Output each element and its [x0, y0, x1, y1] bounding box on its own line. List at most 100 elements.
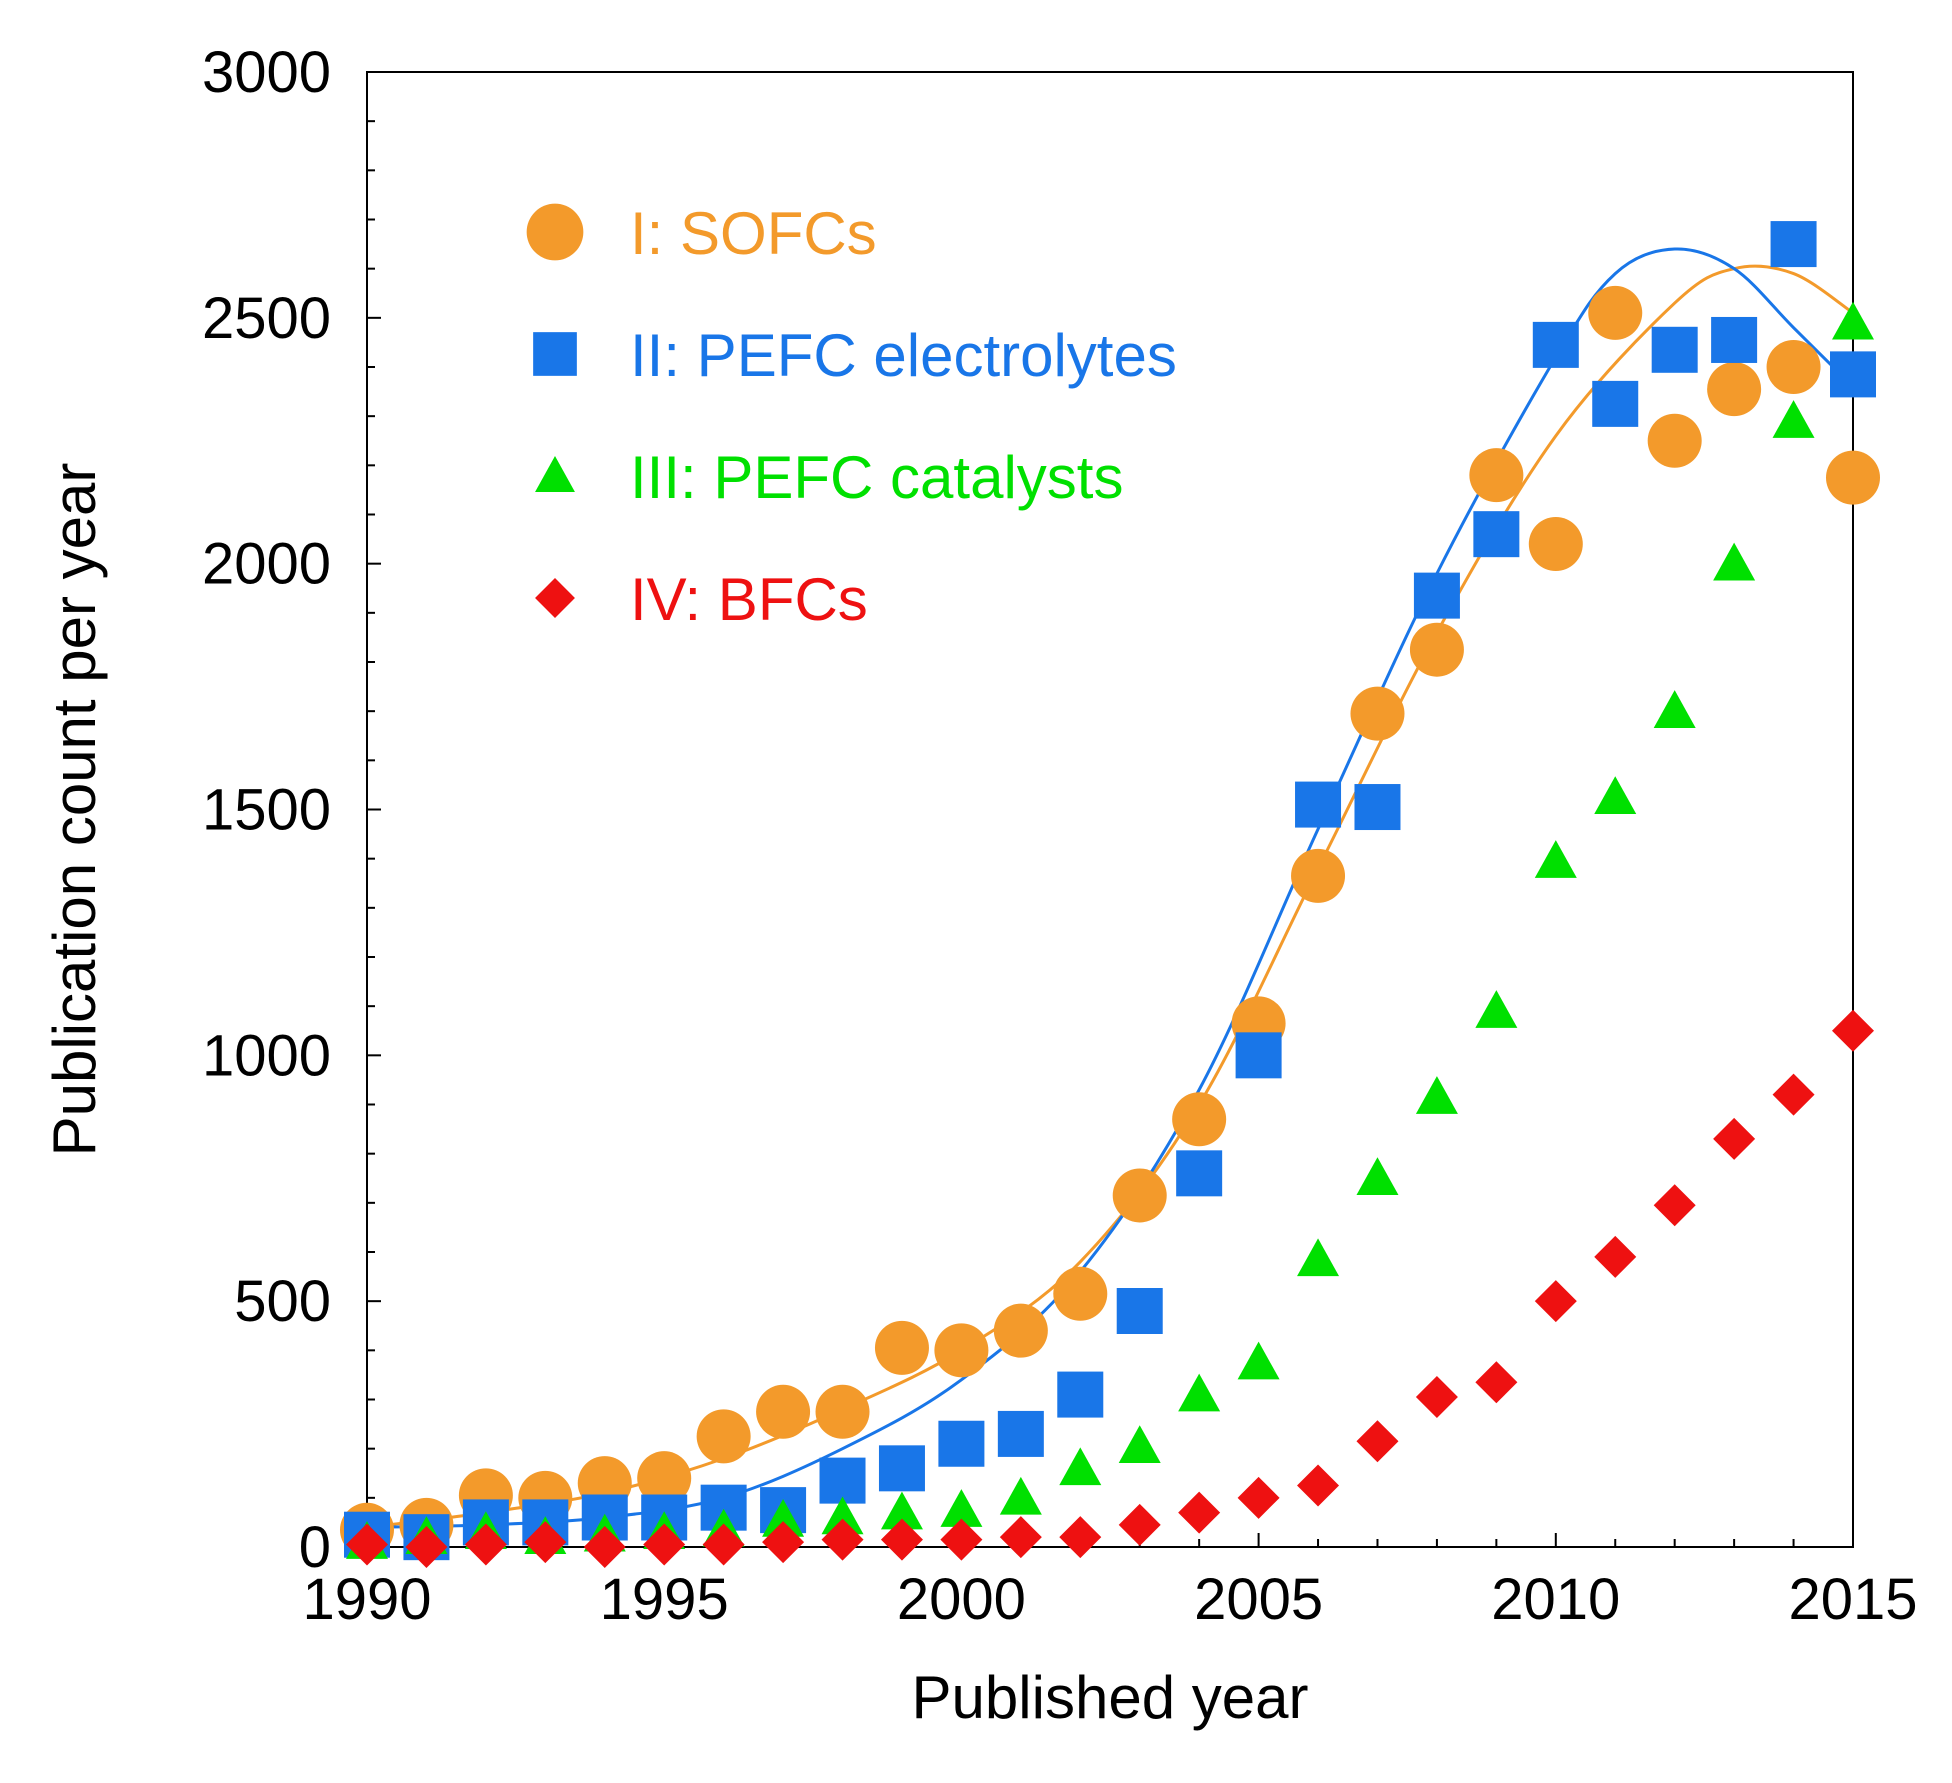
- bfcs-point: [762, 1521, 805, 1564]
- bfcs-point: [1713, 1117, 1756, 1160]
- bfcs-point: [1653, 1184, 1696, 1227]
- pefc-catalysts-point: [762, 1498, 805, 1537]
- bfcs-point: [1594, 1235, 1637, 1278]
- legend-marker: [535, 578, 575, 618]
- pefc-electrolytes-point: [1770, 221, 1817, 268]
- legend: I: SOFCs II: PEFC electrolytes III: PEFC c…: [526, 200, 1177, 633]
- x-tick-label: 2015: [1788, 1567, 1917, 1632]
- legend-item: IV: BFCs: [535, 566, 868, 633]
- y-tick-label: 0: [299, 1515, 331, 1580]
- pefc-catalysts-point: [1415, 1076, 1458, 1114]
- pefc-electrolytes-fit-line: [366, 247, 1855, 1529]
- sofcs-point: [1053, 1266, 1108, 1321]
- legend-marker: [533, 332, 577, 376]
- pefc-electrolytes-point: [1057, 1371, 1104, 1418]
- bfcs-point: [405, 1526, 448, 1568]
- sofcs-point: [1588, 285, 1643, 340]
- y-tick-label: 2500: [202, 286, 331, 351]
- bfcs-point: [880, 1518, 923, 1561]
- pefc-catalysts-point: [1713, 542, 1756, 581]
- sofcs-point: [934, 1323, 989, 1378]
- pefc-catalysts-point: [1594, 776, 1637, 815]
- bfcs-point: [1178, 1491, 1221, 1534]
- bfcs-point: [1534, 1280, 1577, 1323]
- sofcs-point: [1826, 450, 1880, 505]
- legend-marker: [535, 456, 575, 492]
- pefc-catalysts-point: [1297, 1238, 1340, 1277]
- bfcs-point: [643, 1523, 686, 1566]
- pefc-catalysts-point: [999, 1476, 1042, 1515]
- pefc-catalysts-point: [1475, 990, 1518, 1028]
- legend-item: II: PEFC electrolytes: [533, 322, 1177, 389]
- legend-label: IV: BFCs: [630, 566, 868, 633]
- bfcs-point: [702, 1523, 745, 1566]
- x-tick-label: 2000: [897, 1567, 1026, 1632]
- x-tick-label: 2010: [1491, 1567, 1620, 1632]
- pefc-electrolytes-point: [1116, 1288, 1163, 1334]
- pefc-electrolytes-point: [819, 1457, 866, 1504]
- bfcs-point: [524, 1521, 567, 1564]
- pefc-catalysts-point: [1237, 1341, 1280, 1380]
- bfcs-point: [821, 1518, 864, 1561]
- sofcs-point: [1528, 517, 1583, 571]
- pefc-electrolytes-point: [1532, 321, 1579, 368]
- bfcs-point: [346, 1523, 388, 1566]
- sofcs-point: [874, 1320, 929, 1375]
- pefc-electrolytes-point: [1413, 572, 1460, 619]
- sofcs-point: [1766, 340, 1821, 394]
- pefc-catalysts-point: [1118, 1425, 1161, 1464]
- pefc-electrolytes-point: [1592, 380, 1639, 427]
- x-tick-label: 1990: [302, 1567, 431, 1632]
- bfcs-point: [583, 1526, 626, 1568]
- bfcs-point: [1832, 1009, 1874, 1052]
- axis-tick-labels: 0 500 1000 1500 2000 2500 3000 1990 1995 2000 2005…: [202, 40, 1918, 1632]
- y-tick-label: 500: [234, 1269, 331, 1334]
- bfcs-point: [1772, 1073, 1815, 1116]
- sofcs-point: [1291, 848, 1346, 903]
- bfcs-point: [464, 1523, 507, 1566]
- legend-label: III: PEFC catalysts: [630, 444, 1123, 511]
- sofcs-point: [1647, 413, 1702, 468]
- legend-item: I: SOFCs: [526, 200, 877, 267]
- pefc-electrolytes-point: [1354, 784, 1401, 831]
- x-tick-label: 1995: [600, 1567, 729, 1632]
- bfcs-point: [999, 1516, 1042, 1559]
- pefc-electrolytes-point: [1651, 326, 1698, 373]
- pefc-catalysts-point: [1059, 1447, 1102, 1486]
- x-tick-label: 2005: [1194, 1567, 1323, 1632]
- pefc-electrolytes-point: [1473, 511, 1520, 558]
- pefc-catalysts-point: [1356, 1157, 1399, 1196]
- pefc-catalysts-point: [940, 1489, 983, 1527]
- pefc-electrolytes-point: [1176, 1150, 1223, 1197]
- bfcs-point: [1356, 1420, 1399, 1463]
- pefc-catalysts-point: [1832, 301, 1874, 340]
- pefc-electrolytes-point: [997, 1410, 1044, 1457]
- sofcs-point: [1707, 362, 1762, 417]
- sofcs-point: [815, 1384, 870, 1439]
- pefc-catalysts-point: [821, 1496, 864, 1535]
- sofcs-point: [756, 1384, 811, 1439]
- pefc-electrolytes-point: [1295, 781, 1342, 828]
- x-axis-title: Published year: [912, 1664, 1309, 1731]
- pefc-electrolytes-point: [1235, 1032, 1282, 1079]
- y-tick-label: 3000: [202, 40, 331, 105]
- sofcs-point: [1112, 1168, 1167, 1223]
- pefc-catalysts-point: [1534, 840, 1577, 878]
- pefc-electrolytes-point: [878, 1445, 925, 1492]
- sofcs-point: [1409, 622, 1464, 677]
- sofcs-point: [696, 1409, 751, 1464]
- pefc-electrolytes-point: [938, 1420, 985, 1467]
- sofcs-point: [1469, 448, 1524, 503]
- bfcs-point: [1297, 1464, 1340, 1507]
- data-points: [340, 221, 1880, 1568]
- bfcs-point: [940, 1518, 983, 1561]
- legend-label: I: SOFCs: [630, 200, 877, 267]
- bfcs-point: [1059, 1516, 1102, 1559]
- sofcs-point: [993, 1303, 1048, 1358]
- bfcs-point: [1415, 1376, 1458, 1419]
- pefc-catalysts-point: [1772, 400, 1815, 438]
- y-tick-label: 1500: [202, 778, 331, 843]
- sofcs-point: [1350, 686, 1405, 741]
- y-tick-label: 1000: [202, 1023, 331, 1088]
